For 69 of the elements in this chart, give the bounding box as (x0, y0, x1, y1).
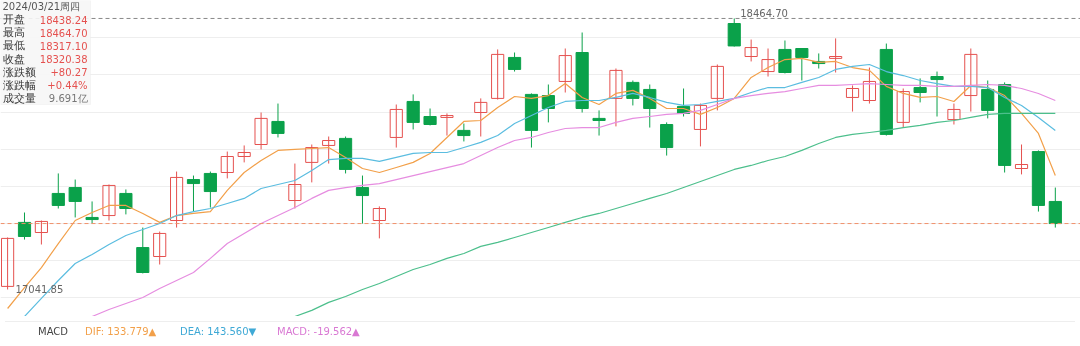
candlestick (558, 48, 572, 93)
candlestick (592, 109, 606, 137)
candlestick (68, 179, 82, 218)
annotation: 涨跌幅 (2, 79, 36, 92)
candlestick (220, 151, 234, 179)
candlestick (778, 40, 792, 74)
candlestick (457, 123, 471, 142)
annotation: 涨跌额 (2, 65, 36, 79)
text: DIF: 133.779▲ (85, 325, 157, 339)
candlestick (355, 175, 370, 225)
candlestick (372, 205, 386, 239)
candlestick (795, 48, 809, 81)
candlestick (693, 103, 708, 147)
candlestick (660, 121, 674, 157)
annotation: 18464.70 (39, 27, 88, 39)
candlestick (845, 84, 860, 113)
candlestick (761, 48, 775, 77)
candlestick (186, 175, 201, 213)
annotation: +80.27 (50, 67, 88, 79)
candlestick (288, 163, 302, 209)
annotation: 最低 (2, 39, 25, 53)
candlestick (119, 188, 133, 215)
candlestick (322, 136, 336, 165)
annotation: 开盘 (2, 13, 25, 26)
candlestick (85, 200, 99, 225)
annotation: 18464.70 (740, 8, 788, 20)
candlestick (34, 220, 48, 245)
candlestick (947, 103, 961, 125)
candlestick (964, 48, 978, 113)
annotation: 2024/03/21周四 (2, 1, 81, 12)
candlestick (406, 93, 420, 130)
text: MACD (38, 325, 68, 339)
annotation: 18317.10 (39, 40, 88, 52)
candlestick (491, 48, 505, 101)
candlestick (727, 17, 741, 48)
candlestick (1014, 144, 1029, 175)
candlestick (862, 67, 877, 105)
candlestick (710, 64, 724, 111)
candlestick (203, 171, 217, 209)
candlestick (153, 231, 167, 265)
candlestick (1048, 187, 1062, 229)
candlestick (930, 71, 944, 117)
candlestick (981, 80, 995, 119)
candlestick (609, 68, 623, 127)
candlestick (1, 236, 15, 290)
annotation: 成交量 (2, 92, 36, 106)
annotation: 18438.24 (39, 14, 88, 26)
annotation: 收盘 (2, 52, 25, 66)
candlestick (170, 171, 184, 229)
candlestick (913, 77, 927, 103)
candlestick (305, 144, 319, 183)
annotation: +0.44% (47, 80, 88, 91)
candlestick (254, 112, 268, 150)
candlestick (102, 184, 116, 221)
text: DEA: 143.560▼ (180, 325, 257, 339)
candlestick (51, 172, 65, 209)
candlestick (474, 97, 488, 137)
candlestick (17, 212, 32, 241)
candlestick (744, 39, 758, 62)
annotation: 最高 (2, 26, 25, 40)
candlestick (440, 112, 454, 137)
candlestick (829, 37, 843, 73)
candlestick (271, 103, 285, 138)
candlestick (389, 104, 403, 149)
text: MACD: -19.562▲ (277, 325, 360, 339)
candlestick (896, 88, 910, 129)
annotation: 9.691亿 (48, 93, 88, 105)
annotation: 18320.38 (39, 54, 88, 66)
candlestick (507, 52, 522, 73)
